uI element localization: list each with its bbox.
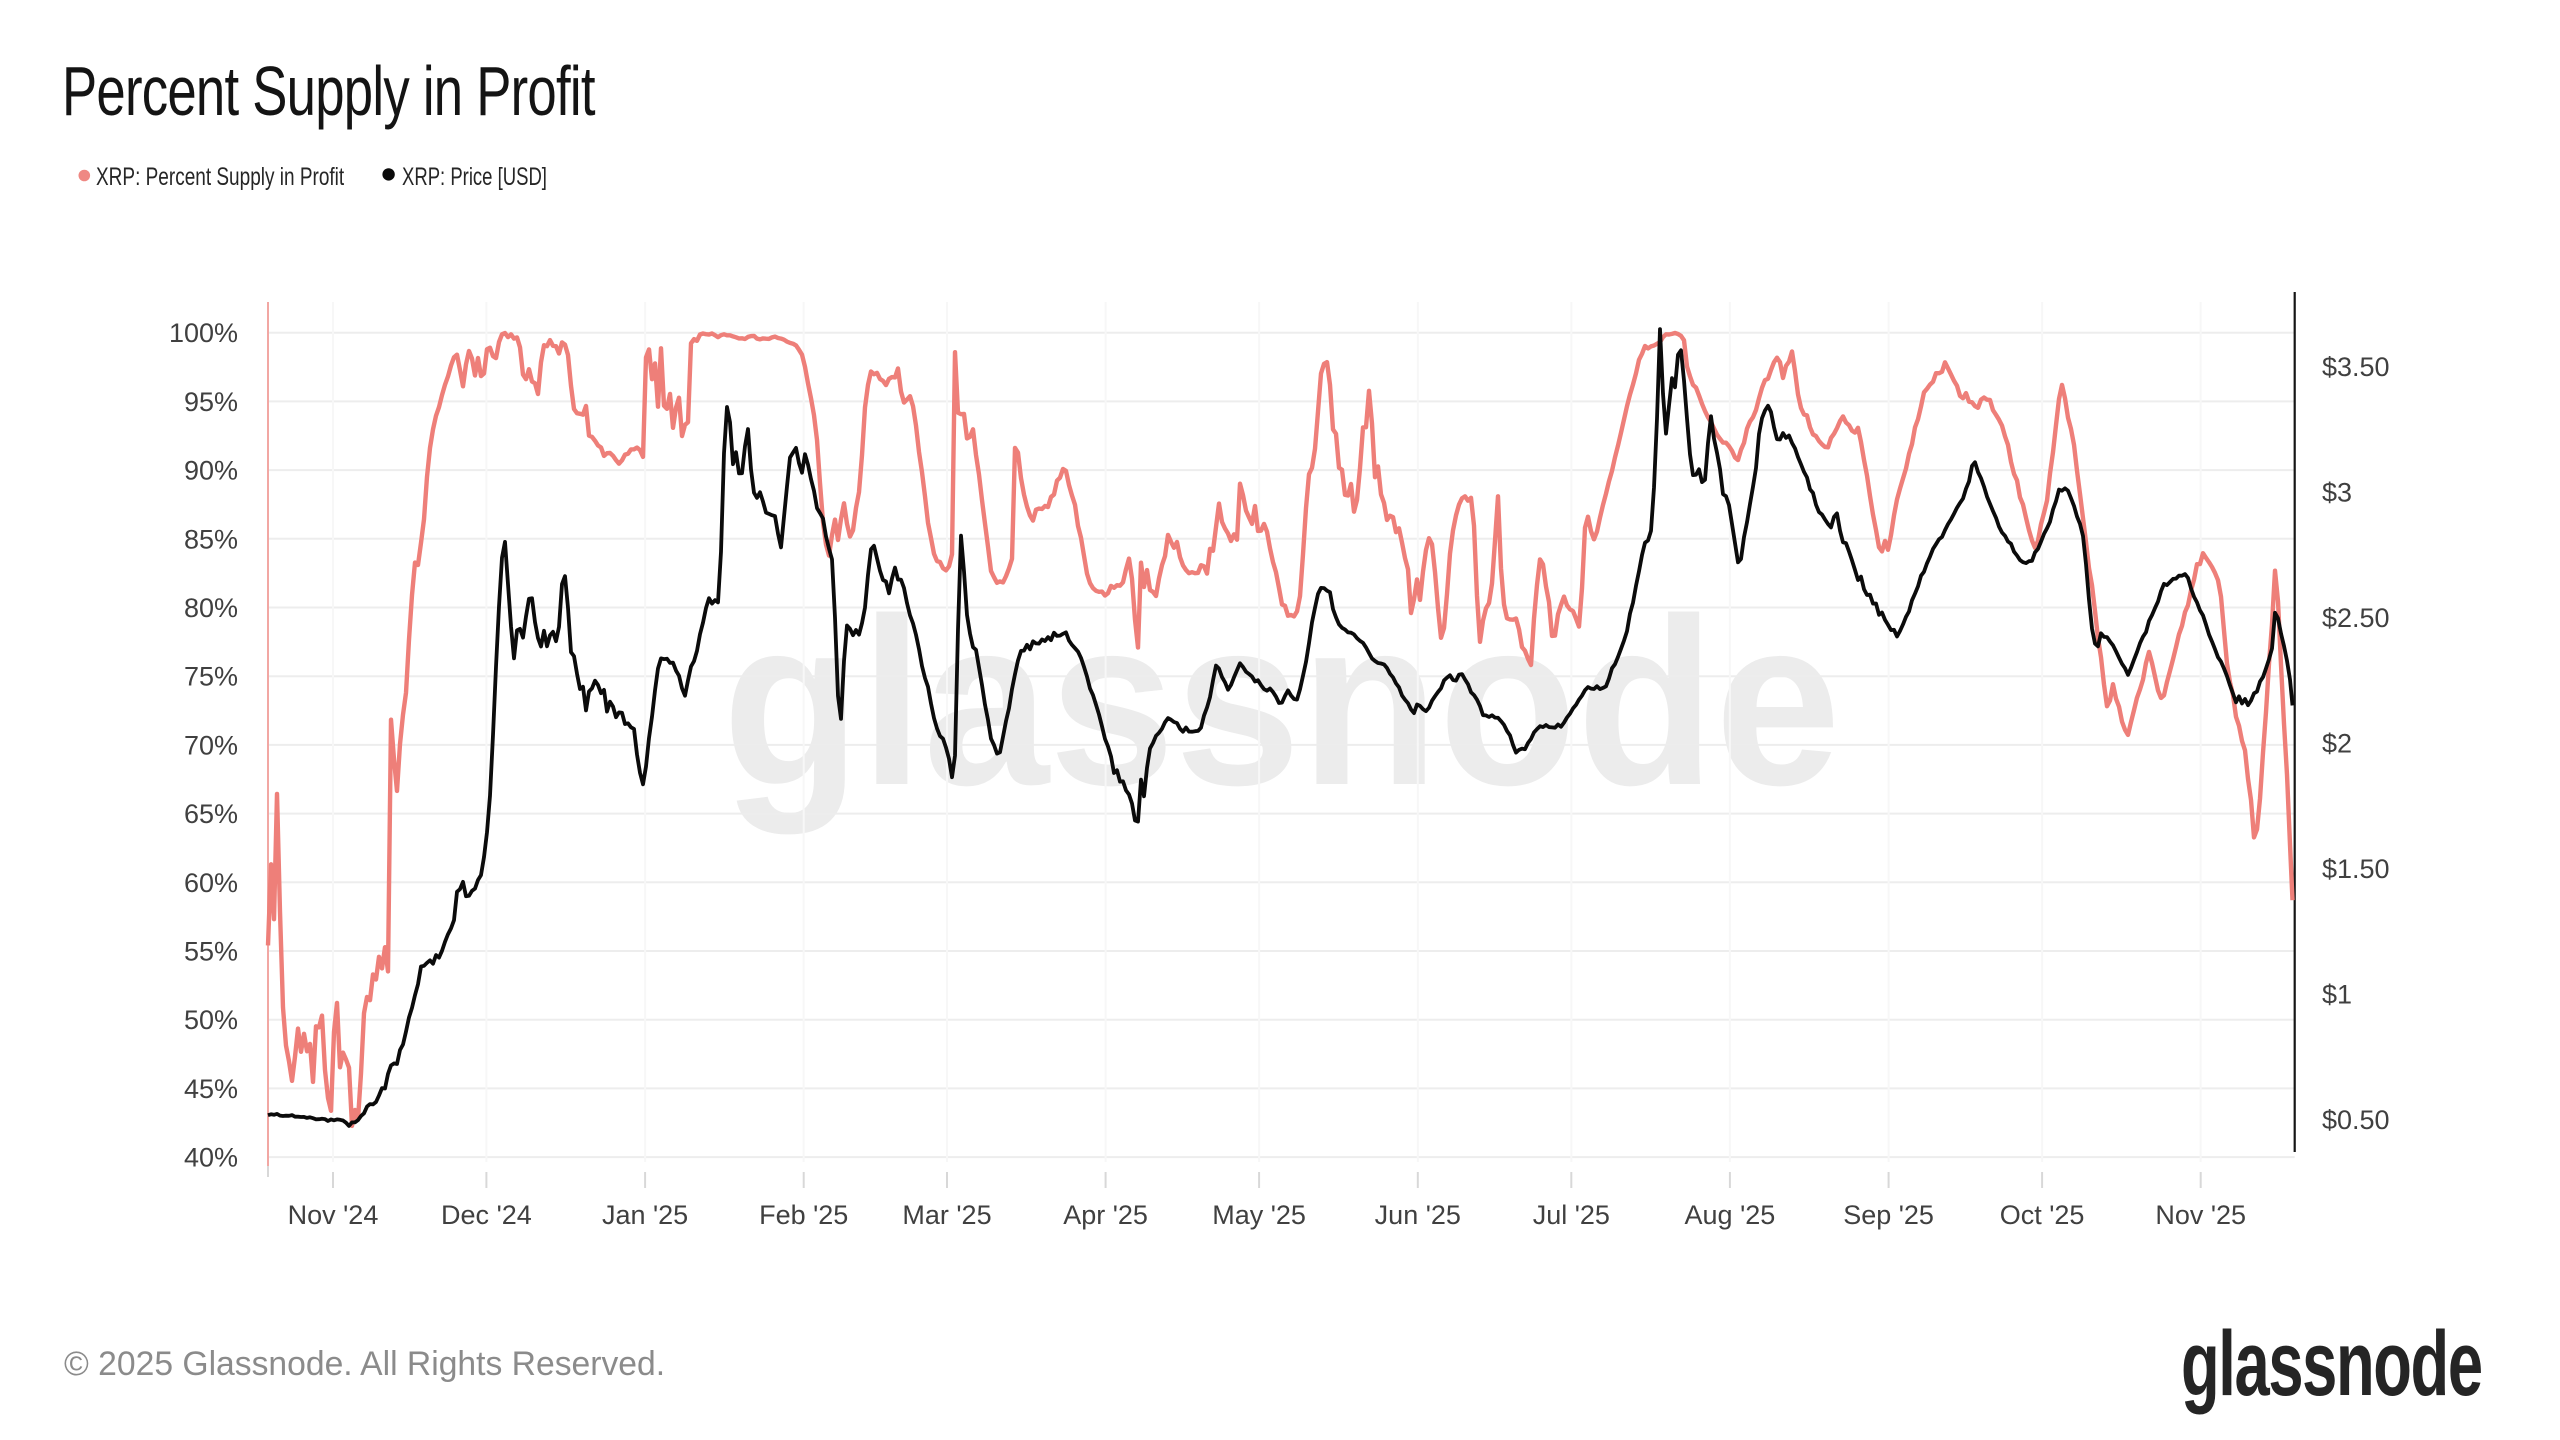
svg-text:80%: 80% (184, 593, 238, 623)
svg-text:$1.50: $1.50 (2322, 854, 2390, 884)
svg-text:65%: 65% (184, 799, 238, 829)
svg-text:Jan '25: Jan '25 (602, 1200, 688, 1230)
svg-text:Aug '25: Aug '25 (1685, 1200, 1776, 1230)
svg-text:45%: 45% (184, 1074, 238, 1104)
svg-text:100%: 100% (169, 318, 238, 348)
svg-text:Nov '25: Nov '25 (2155, 1200, 2246, 1230)
svg-text:$3: $3 (2322, 478, 2352, 508)
svg-text:Sep '25: Sep '25 (1843, 1200, 1934, 1230)
svg-text:$1: $1 (2322, 979, 2352, 1009)
svg-text:Jul '25: Jul '25 (1533, 1200, 1610, 1230)
svg-text:85%: 85% (184, 524, 238, 554)
svg-text:Oct '25: Oct '25 (2000, 1200, 2085, 1230)
svg-text:Dec '24: Dec '24 (441, 1200, 532, 1230)
svg-text:90%: 90% (184, 456, 238, 486)
svg-text:Nov '24: Nov '24 (288, 1200, 379, 1230)
svg-text:95%: 95% (184, 387, 238, 417)
svg-text:$0.50: $0.50 (2322, 1105, 2390, 1135)
svg-text:$3.50: $3.50 (2322, 352, 2390, 382)
svg-text:$2.50: $2.50 (2322, 603, 2390, 633)
svg-text:75%: 75% (184, 662, 238, 692)
svg-text:May '25: May '25 (1212, 1200, 1306, 1230)
svg-text:Jun '25: Jun '25 (1375, 1200, 1461, 1230)
svg-text:Apr '25: Apr '25 (1063, 1200, 1148, 1230)
svg-text:$2: $2 (2322, 729, 2352, 759)
svg-text:Feb '25: Feb '25 (759, 1200, 848, 1230)
svg-text:50%: 50% (184, 1005, 238, 1035)
svg-text:70%: 70% (184, 730, 238, 760)
svg-text:40%: 40% (184, 1143, 238, 1173)
svg-text:Mar '25: Mar '25 (902, 1200, 991, 1230)
svg-text:60%: 60% (184, 868, 238, 898)
svg-text:55%: 55% (184, 937, 238, 967)
